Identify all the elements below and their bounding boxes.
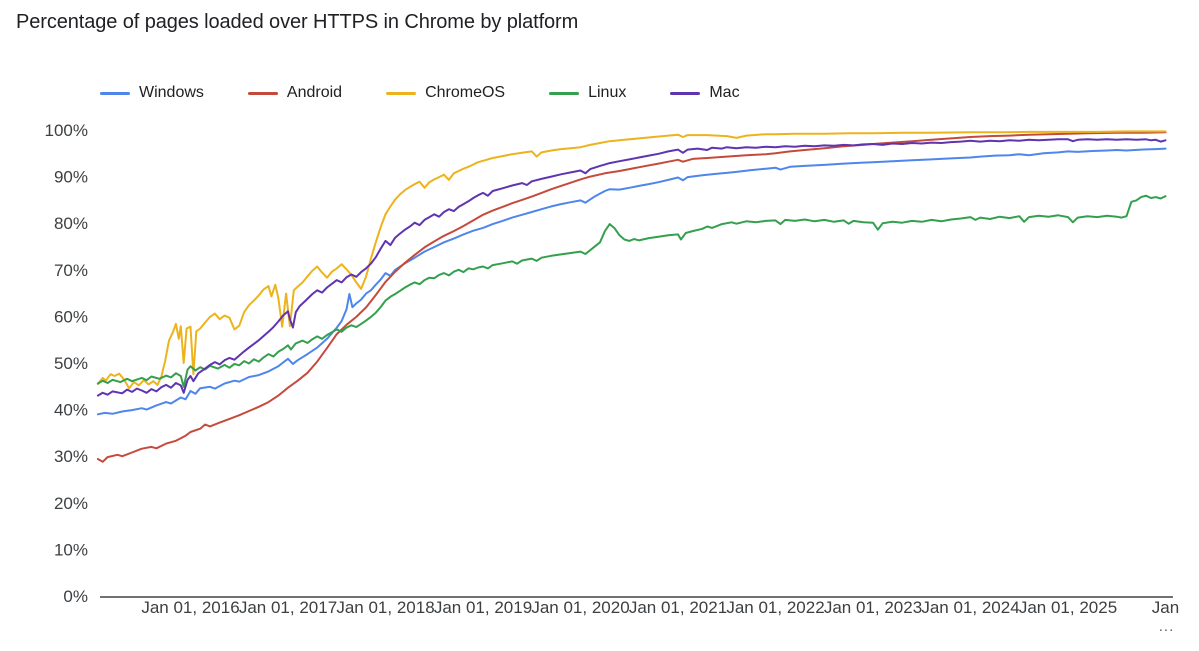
legend-label-windows: Windows bbox=[139, 84, 204, 101]
legend-item-mac: Mac bbox=[670, 84, 740, 102]
x-axis-tick-label: Jan 01, 2020 bbox=[531, 598, 629, 617]
series-line-mac[interactable] bbox=[96, 138, 1167, 397]
x-axis-tick-label: Jan 01, 2019 bbox=[434, 598, 532, 617]
series-line-windows[interactable] bbox=[96, 147, 1167, 416]
x-axis-tick-label: Jan 01, 2023 bbox=[824, 598, 922, 617]
legend-label-android: Android bbox=[286, 84, 343, 101]
y-axis-tick-label: 20% bbox=[54, 494, 88, 513]
x-axis-tick-label: Jan 01, 2018 bbox=[336, 598, 434, 617]
legend-label-chromeos: ChromeOS bbox=[425, 84, 506, 101]
legend-label-linux: Linux bbox=[588, 84, 627, 101]
series-line-linux[interactable] bbox=[96, 194, 1167, 388]
y-axis-tick-label: 40% bbox=[54, 401, 88, 420]
y-axis-tick-label: 100% bbox=[45, 121, 88, 140]
legend-item-linux: Linux bbox=[549, 84, 626, 102]
y-axis-tick-label: 70% bbox=[54, 261, 88, 280]
y-axis-tick-label: 80% bbox=[54, 214, 88, 233]
legend-swatch-mac bbox=[670, 91, 701, 95]
x-axis-tick-label: Jan 01, 2021 bbox=[629, 598, 727, 617]
legend-swatch-windows bbox=[100, 91, 130, 95]
legend-swatch-chromeos bbox=[386, 91, 417, 95]
y-axis-tick-label: 30% bbox=[54, 447, 88, 466]
legend-item-windows: Windows bbox=[100, 84, 204, 102]
x-axis-tick-label: Jan 01, 2025 bbox=[1019, 598, 1117, 617]
y-axis-tick-label: 60% bbox=[54, 307, 88, 326]
chart-legend: Windows Android ChromeOS Linux Mac bbox=[100, 84, 740, 102]
x-axis-overflow-ellipsis: ... bbox=[1159, 618, 1175, 635]
legend-swatch-linux bbox=[549, 91, 580, 95]
y-axis-tick-label: 10% bbox=[54, 540, 88, 559]
legend-label-mac: Mac bbox=[709, 84, 740, 101]
series-line-chromeos[interactable] bbox=[96, 130, 1167, 390]
x-axis-tick-label: Jan 01, 2024 bbox=[921, 598, 1019, 617]
y-axis-tick-label: 0% bbox=[63, 587, 88, 606]
y-axis-tick-label: 90% bbox=[54, 168, 88, 187]
chart-title: Percentage of pages loaded over HTTPS in… bbox=[16, 11, 579, 33]
x-axis-tick-label: Jan 01, 2016 bbox=[141, 598, 239, 617]
legend-item-chromeos: ChromeOS bbox=[386, 84, 505, 102]
x-axis-tick-label: Jan 01, 2022 bbox=[726, 598, 824, 617]
x-axis-tick-label: Jan 01, 2017 bbox=[239, 598, 337, 617]
legend-swatch-android bbox=[247, 91, 278, 95]
legend-item-android: Android bbox=[247, 84, 343, 102]
y-axis-tick-label: 50% bbox=[54, 354, 88, 373]
x-axis-tick-label: Jan bbox=[1152, 598, 1179, 617]
